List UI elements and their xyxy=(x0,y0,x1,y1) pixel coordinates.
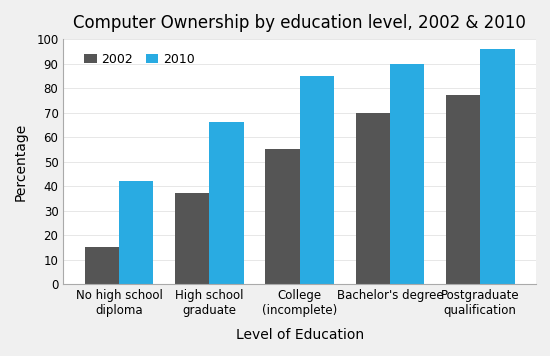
Title: Computer Ownership by education level, 2002 & 2010: Computer Ownership by education level, 2… xyxy=(73,14,526,32)
Bar xyxy=(266,149,300,284)
Bar xyxy=(446,95,480,284)
Y-axis label: Percentage: Percentage xyxy=(14,122,28,201)
Bar xyxy=(300,76,334,284)
Bar xyxy=(210,122,244,284)
Legend: 2002, 2010: 2002, 2010 xyxy=(79,48,200,71)
X-axis label: Level of Education: Level of Education xyxy=(235,328,364,342)
Bar xyxy=(356,112,390,284)
Bar xyxy=(85,247,119,284)
Bar xyxy=(390,63,425,284)
Bar xyxy=(480,49,515,284)
Bar xyxy=(119,181,153,284)
Bar xyxy=(175,193,210,284)
